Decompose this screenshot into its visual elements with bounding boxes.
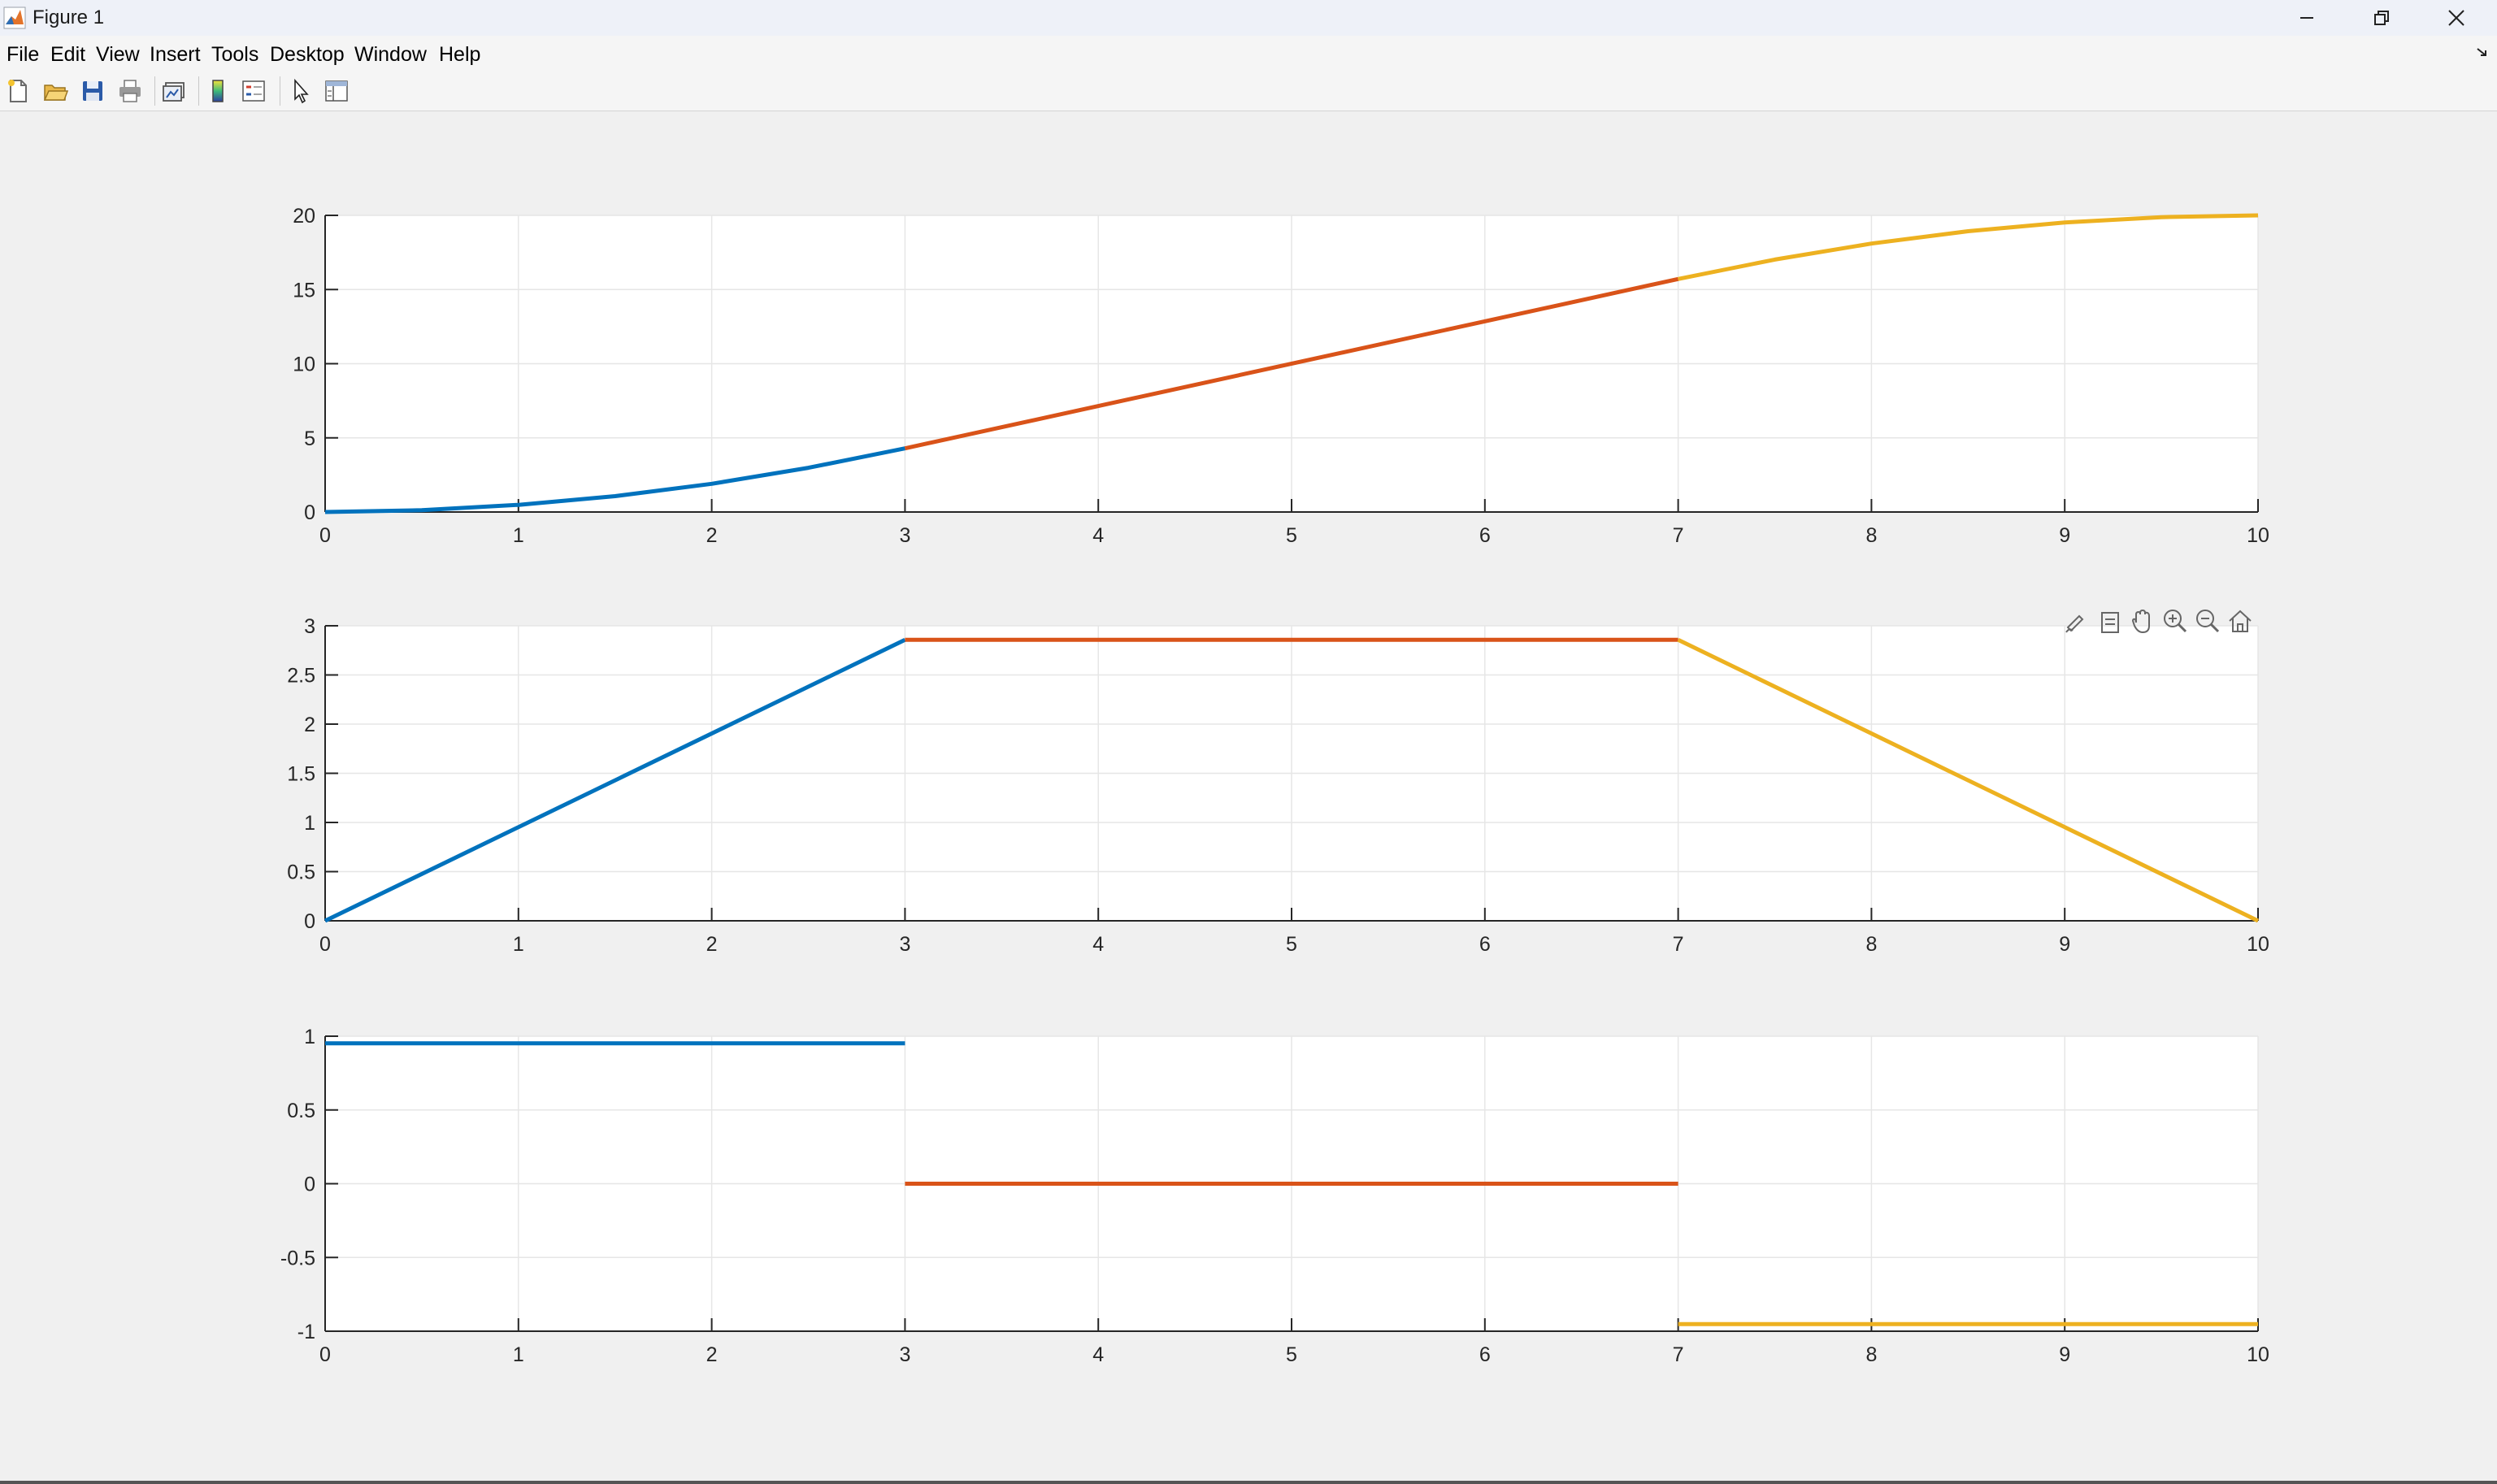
menu-file[interactable]: File [7,43,40,66]
x-tick-label: 8 [1865,1343,1877,1366]
series-3-line[interactable] [1677,638,2260,923]
y-tick-label: 1.5 [287,763,315,786]
x-tick-label: 2 [706,524,718,547]
x-tick-label: 7 [1673,1343,1684,1366]
y-tick-label: 20 [293,205,315,228]
y-tick-label: -0.5 [280,1247,315,1269]
y-tick-label: 0.5 [287,861,315,884]
y-tick-label: 15 [293,279,315,302]
y-tick-label: 2.5 [287,665,315,688]
x-tick-label: 3 [899,524,910,547]
series-2-line[interactable] [904,276,1679,451]
x-tick-label: 0 [319,524,331,547]
y-tick-label: 2 [304,714,315,736]
x-tick-label: 0 [319,933,331,956]
x-tick-label: 9 [2059,1343,2070,1366]
menu-tools[interactable]: Tools [211,43,259,66]
x-tick-label: 5 [1286,933,1297,956]
menu-window[interactable]: Window [354,43,427,66]
x-tick-label: 0 [319,1343,331,1366]
zoom-in-icon[interactable] [2164,610,2187,633]
toolbar-separator [198,76,199,106]
restore-button[interactable] [2344,0,2419,36]
property-inspector-icon[interactable] [324,78,350,104]
y-tick-label: 0 [304,1174,315,1196]
y-tick-label: 5 [304,427,315,450]
x-tick-label: 1 [513,933,524,956]
x-tick-label: 5 [1286,1343,1297,1366]
y-tick-label: 3 [304,615,315,638]
menu-desktop[interactable]: Desktop [270,43,345,66]
pan-icon[interactable] [2131,609,2150,634]
y-tick-label: 0 [304,501,315,524]
y-tick-label: 1 [304,1026,315,1048]
pointer-icon[interactable] [288,78,314,104]
zoom-out-icon[interactable] [2196,610,2220,633]
matlab-logo-icon [3,7,26,29]
minimize-icon [2300,17,2313,19]
x-tick-label: 2 [706,933,718,956]
brush-icon[interactable] [2065,614,2084,633]
home-icon[interactable] [2229,610,2252,632]
y-tick-label: 1 [304,812,315,835]
x-tick-label: 7 [1673,933,1684,956]
restore-icon [2374,11,2389,25]
legend-icon[interactable] [241,78,267,104]
window-bottom-border [0,1481,2497,1484]
y-tick-label: 0.5 [287,1100,315,1122]
menu-bar: File Edit View Insert Tools Desktop Wind… [0,36,2497,70]
x-tick-label: 4 [1092,524,1104,547]
colorbar-icon[interactable] [205,78,231,104]
series-1-line[interactable] [324,446,905,514]
window-title: Figure 1 [33,7,105,28]
x-tick-label: 1 [513,524,524,547]
menu-help[interactable]: Help [439,43,481,66]
x-tick-label: 8 [1865,524,1877,547]
title-bar: Figure 1 [0,0,2497,36]
x-tick-label: 7 [1673,524,1684,547]
x-tick-label: 6 [1479,1343,1491,1366]
x-tick-label: 4 [1092,933,1104,956]
print-icon[interactable] [117,78,143,104]
y-tick-label: 10 [293,354,315,376]
x-tick-label: 1 [513,1343,524,1366]
toolbar-separator [154,76,155,106]
link-plot-icon[interactable] [161,78,187,104]
x-tick-label: 3 [899,1343,910,1366]
save-icon[interactable] [80,78,106,104]
x-tick-label: 9 [2059,933,2070,956]
series-1-line[interactable] [324,638,906,923]
open-file-icon[interactable] [42,78,68,104]
x-tick-label: 5 [1286,524,1297,547]
series-3-line[interactable] [1678,213,2259,281]
menu-edit[interactable]: Edit [50,43,86,66]
data-tips-icon[interactable] [2101,612,2119,633]
x-tick-label: 10 [2247,933,2269,956]
y-tick-label: 0 [304,910,315,933]
menu-view[interactable]: View [96,43,140,66]
menu-insert[interactable]: Insert [150,43,201,66]
close-button[interactable] [2419,0,2494,36]
x-tick-label: 2 [706,1343,718,1366]
figure-toolbar [0,70,2497,111]
y-tick-label: -1 [297,1321,315,1343]
dock-arrow-icon[interactable] [2474,44,2490,60]
x-tick-label: 6 [1479,933,1491,956]
x-tick-label: 8 [1865,933,1877,956]
x-tick-label: 9 [2059,524,2070,547]
minimize-button[interactable] [2269,0,2344,36]
x-tick-label: 3 [899,933,910,956]
new-figure-icon[interactable] [5,78,31,104]
x-tick-label: 10 [2247,524,2269,547]
x-tick-label: 6 [1479,524,1491,547]
close-icon [2448,10,2464,26]
x-tick-label: 4 [1092,1343,1104,1366]
x-tick-label: 10 [2247,1343,2269,1366]
